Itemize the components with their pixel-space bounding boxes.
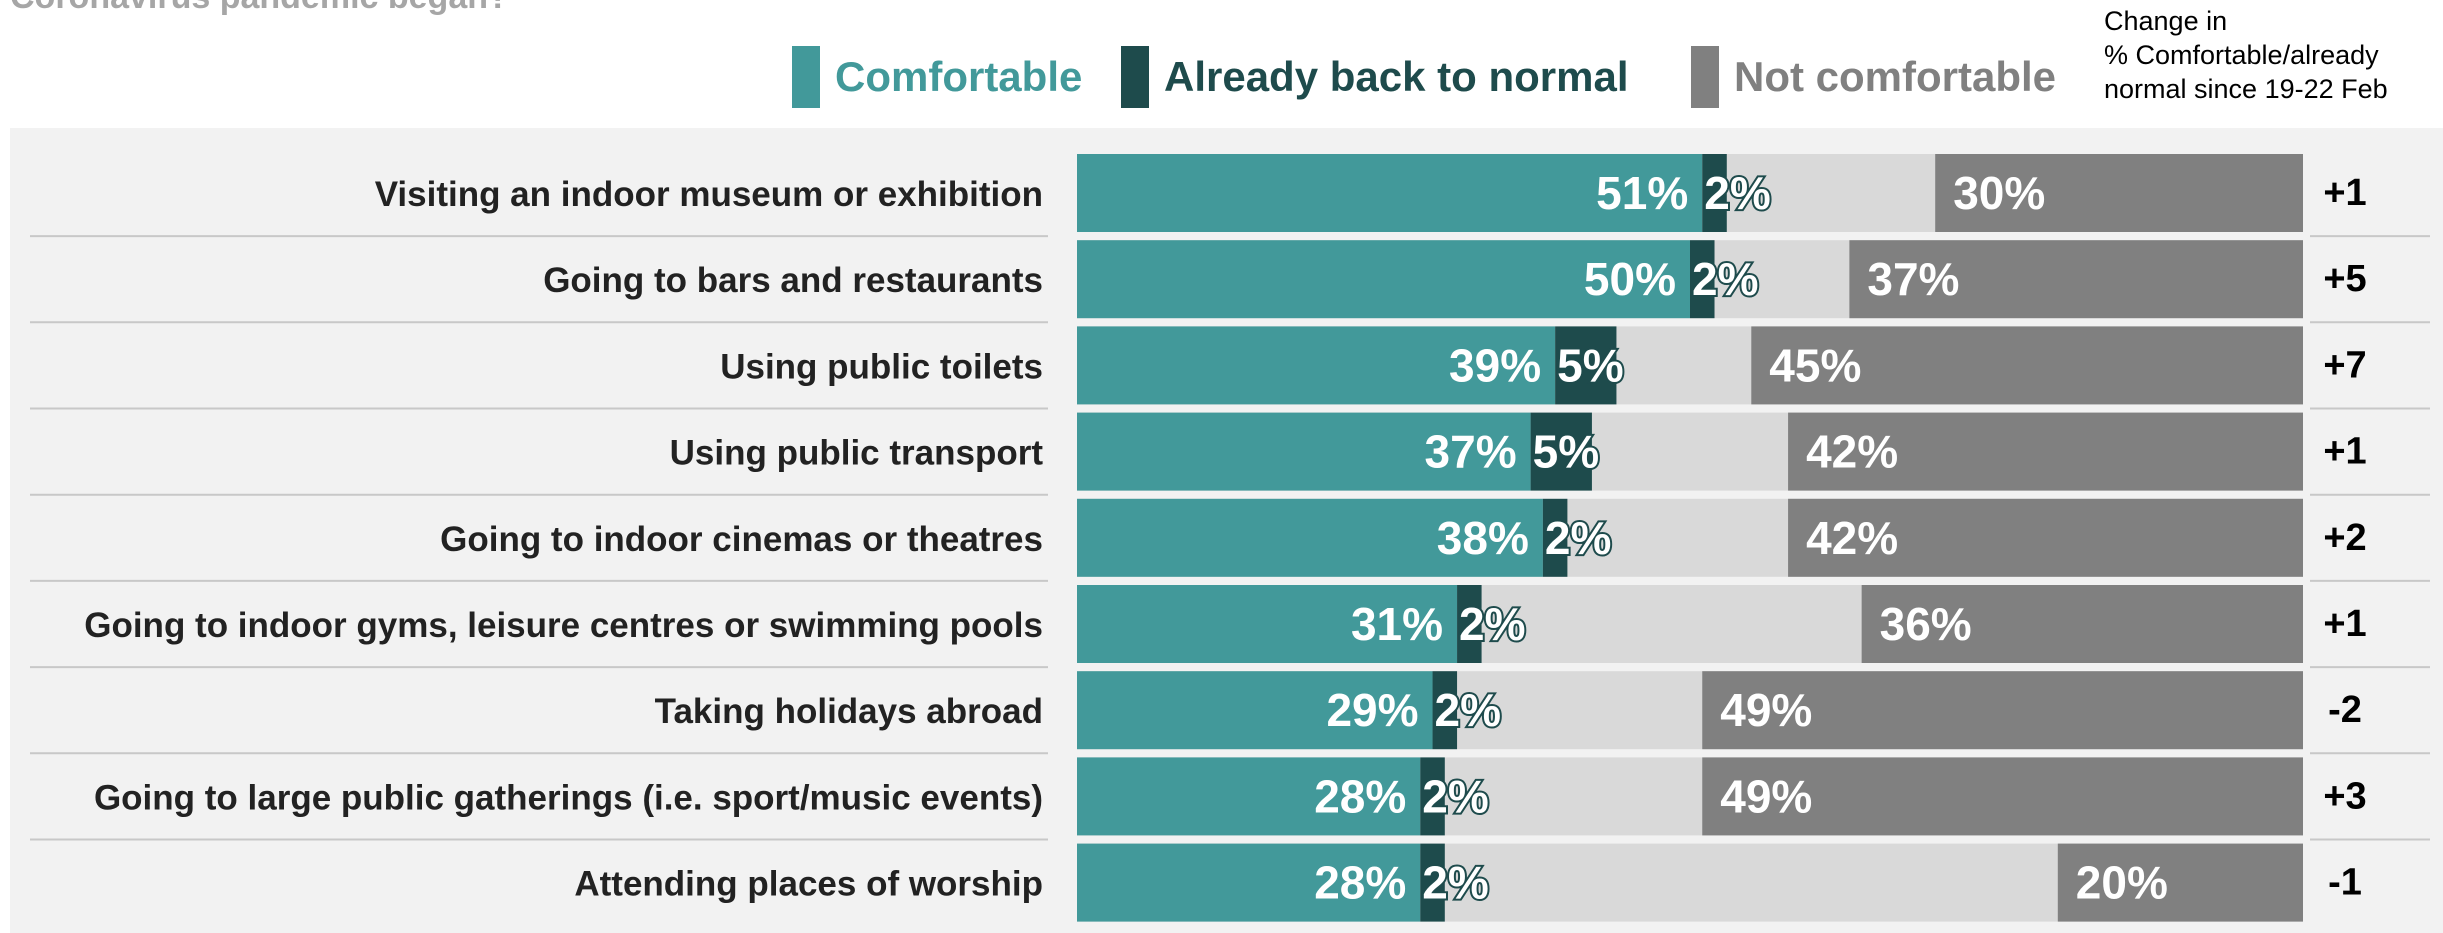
chart-panel: Visiting an indoor museum or exhibition 5… — [10, 128, 2443, 933]
bar-already-normal — [1420, 757, 1445, 836]
bar-comfortable — [1077, 240, 1690, 319]
value-label-comfortable: 29% — [1326, 684, 1418, 736]
change-value: +3 — [2323, 775, 2366, 817]
bar-not-comfortable — [1849, 240, 2303, 319]
change-value: +7 — [2323, 344, 2366, 386]
bar-not-comfortable — [1751, 326, 2303, 405]
value-label-already-normal: 2% — [1704, 167, 1770, 219]
bar-already-normal — [1530, 412, 1592, 491]
change-value: -1 — [2328, 862, 2362, 904]
bar-comfortable — [1077, 154, 1703, 232]
bar-not-comfortable — [1935, 154, 2303, 232]
change-header-line-1: Change in — [2104, 6, 2228, 36]
value-label-comfortable: 51% — [1596, 167, 1688, 219]
legend-swatch-already-normal — [1121, 46, 1149, 108]
chart-title: Coronavirus pandemic began? — [10, 0, 509, 17]
category-label: Attending places of worship — [574, 865, 1043, 904]
value-label-comfortable: 28% — [1314, 770, 1406, 822]
value-label-not-comfortable: 49% — [1720, 770, 1812, 822]
change-value: +2 — [2323, 517, 2366, 559]
value-label-not-comfortable: 36% — [1880, 598, 1972, 650]
value-label-comfortable: 50% — [1584, 253, 1676, 305]
stacked-bar-chart: Visiting an indoor museum or exhibition 5… — [30, 154, 2430, 922]
change-value: +5 — [2323, 258, 2366, 300]
bar-not-comfortable — [1702, 671, 2303, 750]
bar-already-normal — [1690, 240, 1715, 319]
legend-swatch-comfortable — [792, 46, 820, 108]
value-label-comfortable: 38% — [1437, 512, 1529, 564]
bar-already-normal — [1542, 498, 1568, 577]
bar-not-comfortable — [1788, 412, 2303, 491]
value-label-already-normal: 2% — [1459, 598, 1525, 650]
category-label: Taking holidays abroad — [655, 692, 1043, 731]
category-label: Going to indoor gyms, leisure centres or… — [84, 606, 1043, 645]
value-label-not-comfortable: 42% — [1806, 426, 1898, 478]
bar-already-normal — [1702, 154, 1727, 232]
legend-label-comfortable: Comfortable — [835, 53, 1083, 100]
category-label: Using public transport — [670, 434, 1044, 473]
value-label-not-comfortable: 20% — [2076, 857, 2168, 909]
value-label-comfortable: 37% — [1425, 426, 1517, 478]
bar-comfortable — [1077, 671, 1433, 750]
change-value: +1 — [2323, 431, 2366, 473]
value-label-already-normal: 2% — [1692, 253, 1758, 305]
value-label-not-comfortable: 45% — [1769, 339, 1861, 391]
value-label-not-comfortable: 30% — [1953, 167, 2045, 219]
value-label-comfortable: 31% — [1351, 598, 1443, 650]
category-label: Going to bars and restaurants — [543, 261, 1043, 300]
value-label-already-normal: 5% — [1533, 426, 1599, 478]
bar-already-normal — [1457, 585, 1482, 663]
change-header-line-3: normal since 19-22 Feb — [2104, 74, 2388, 104]
bar-comfortable — [1077, 757, 1421, 836]
bar-comfortable — [1077, 412, 1531, 491]
bar-not-comfortable — [1861, 585, 2303, 663]
legend-label-not-comfortable: Not comfortable — [1734, 53, 2057, 100]
change-header-line-2: % Comfortable/already — [2104, 40, 2379, 70]
change-value: -2 — [2328, 689, 2362, 731]
category-label: Going to large public gatherings (i.e. s… — [94, 778, 1043, 817]
bar-comfortable — [1077, 498, 1543, 577]
value-label-not-comfortable: 37% — [1867, 253, 1959, 305]
category-label: Visiting an indoor museum or exhibition — [375, 175, 1043, 214]
value-label-not-comfortable: 42% — [1806, 512, 1898, 564]
bar-already-normal — [1555, 326, 1617, 405]
bar-comfortable — [1077, 585, 1458, 663]
value-label-already-normal: 2% — [1422, 857, 1488, 909]
value-label-already-normal: 2% — [1545, 512, 1611, 564]
legend-swatch-not-comfortable — [1691, 46, 1719, 108]
value-label-not-comfortable: 49% — [1720, 684, 1812, 736]
bar-comfortable — [1077, 843, 1421, 922]
bar-not-comfortable — [2057, 843, 2303, 922]
category-label: Using public toilets — [720, 347, 1043, 386]
bar-already-normal — [1420, 843, 1445, 922]
change-value: +1 — [2323, 603, 2366, 645]
bar-already-normal — [1432, 671, 1458, 750]
legend-label-already-normal: Already back to normal — [1164, 53, 1629, 100]
bar-comfortable — [1077, 326, 1556, 405]
bar-not-comfortable — [1788, 498, 2303, 577]
value-label-comfortable: 28% — [1314, 857, 1406, 909]
change-column-header: Change in % Comfortable/already normal s… — [2104, 4, 2443, 106]
value-label-already-normal: 2% — [1422, 770, 1488, 822]
value-label-already-normal: 5% — [1557, 339, 1623, 391]
value-label-comfortable: 39% — [1449, 339, 1541, 391]
category-label: Going to indoor cinemas or theatres — [440, 520, 1043, 559]
value-label-already-normal: 2% — [1435, 684, 1501, 736]
change-value: +1 — [2323, 172, 2366, 214]
bar-not-comfortable — [1702, 757, 2303, 836]
